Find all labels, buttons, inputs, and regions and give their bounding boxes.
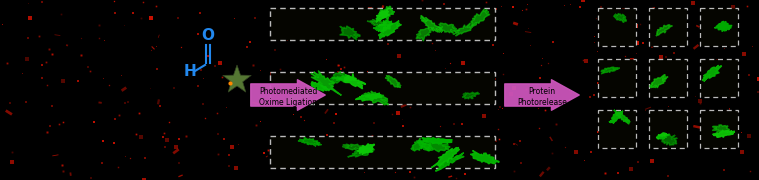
- Text: Protein
Photorelease: Protein Photorelease: [517, 87, 567, 107]
- Polygon shape: [339, 73, 366, 89]
- Polygon shape: [355, 93, 383, 101]
- Polygon shape: [339, 26, 360, 40]
- Polygon shape: [438, 23, 459, 33]
- Polygon shape: [614, 110, 630, 124]
- FancyBboxPatch shape: [700, 110, 738, 148]
- FancyBboxPatch shape: [649, 59, 687, 97]
- FancyBboxPatch shape: [700, 59, 738, 97]
- Polygon shape: [657, 133, 669, 139]
- Text: Photomediated
Oxime Ligation: Photomediated Oxime Ligation: [259, 87, 317, 107]
- Polygon shape: [385, 75, 401, 88]
- Polygon shape: [471, 150, 499, 164]
- Polygon shape: [702, 65, 722, 81]
- FancyBboxPatch shape: [270, 136, 495, 168]
- Polygon shape: [298, 137, 322, 146]
- FancyBboxPatch shape: [649, 110, 687, 148]
- FancyArrowPatch shape: [505, 80, 579, 110]
- Polygon shape: [378, 20, 392, 32]
- Polygon shape: [432, 147, 460, 168]
- Polygon shape: [614, 14, 626, 22]
- Polygon shape: [373, 25, 387, 31]
- Polygon shape: [436, 153, 465, 171]
- FancyBboxPatch shape: [270, 8, 495, 40]
- Polygon shape: [311, 71, 342, 95]
- FancyBboxPatch shape: [700, 8, 738, 46]
- Polygon shape: [462, 92, 480, 99]
- Polygon shape: [417, 140, 433, 151]
- Polygon shape: [357, 144, 374, 154]
- FancyBboxPatch shape: [598, 110, 636, 148]
- Polygon shape: [650, 75, 668, 88]
- Polygon shape: [367, 20, 389, 26]
- Polygon shape: [421, 142, 450, 152]
- Polygon shape: [420, 15, 443, 32]
- Polygon shape: [657, 134, 677, 145]
- Polygon shape: [348, 147, 374, 157]
- Polygon shape: [601, 67, 619, 74]
- FancyBboxPatch shape: [270, 72, 495, 104]
- Polygon shape: [379, 21, 402, 39]
- Polygon shape: [283, 88, 319, 104]
- Text: O: O: [201, 28, 215, 42]
- Polygon shape: [311, 82, 329, 91]
- Polygon shape: [364, 91, 389, 105]
- FancyBboxPatch shape: [598, 8, 636, 46]
- Polygon shape: [411, 138, 426, 151]
- Polygon shape: [712, 125, 730, 133]
- Polygon shape: [416, 28, 434, 41]
- Polygon shape: [714, 21, 732, 31]
- Text: H: H: [184, 64, 197, 80]
- Polygon shape: [656, 25, 672, 36]
- Polygon shape: [342, 144, 366, 150]
- FancyBboxPatch shape: [649, 8, 687, 46]
- Polygon shape: [713, 130, 735, 137]
- FancyBboxPatch shape: [598, 59, 636, 97]
- Polygon shape: [222, 65, 251, 92]
- Polygon shape: [376, 9, 389, 22]
- Polygon shape: [471, 9, 490, 26]
- Polygon shape: [609, 111, 623, 123]
- Polygon shape: [453, 23, 477, 36]
- Polygon shape: [330, 71, 346, 83]
- Polygon shape: [422, 138, 452, 143]
- Polygon shape: [332, 75, 355, 81]
- FancyArrowPatch shape: [250, 80, 325, 110]
- Polygon shape: [379, 6, 395, 20]
